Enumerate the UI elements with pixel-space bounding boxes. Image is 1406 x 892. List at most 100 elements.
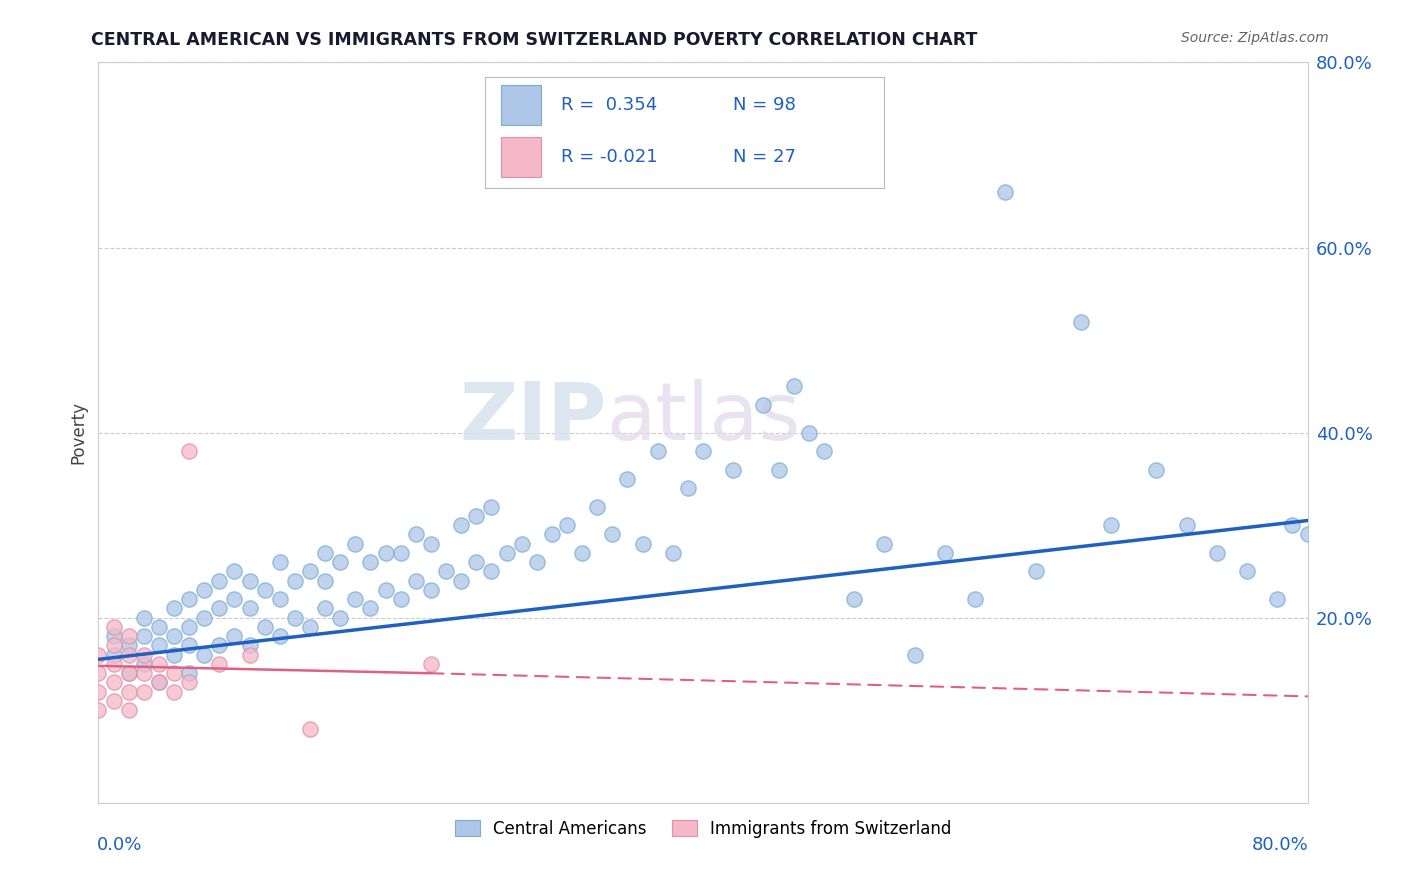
Point xyxy=(163,601,186,615)
Point xyxy=(420,582,443,597)
Point xyxy=(1267,592,1289,607)
Point xyxy=(193,610,215,624)
Point xyxy=(224,629,246,643)
Point xyxy=(1175,518,1198,533)
Point xyxy=(661,546,683,560)
Point xyxy=(481,500,503,514)
Point xyxy=(224,592,246,607)
Point xyxy=(118,629,141,643)
Point xyxy=(148,639,170,653)
Point xyxy=(360,555,382,569)
Point xyxy=(510,536,533,550)
Point xyxy=(631,536,654,550)
Point xyxy=(299,565,322,579)
Point xyxy=(1070,314,1092,328)
Point xyxy=(103,694,125,708)
Point xyxy=(118,685,141,699)
Point xyxy=(87,703,110,717)
Point xyxy=(179,620,201,634)
Point xyxy=(87,648,110,662)
Point xyxy=(87,666,110,681)
Point xyxy=(692,444,714,458)
Point xyxy=(450,574,472,588)
Point xyxy=(132,666,155,681)
Point xyxy=(179,444,201,458)
Point xyxy=(329,610,352,624)
Point xyxy=(434,565,457,579)
Point xyxy=(163,648,186,662)
Point xyxy=(132,648,155,662)
Point xyxy=(87,685,110,699)
Point xyxy=(208,657,231,671)
Legend: Central Americans, Immigrants from Switzerland: Central Americans, Immigrants from Switz… xyxy=(446,812,960,847)
Point xyxy=(103,620,125,634)
Point xyxy=(269,592,291,607)
Point xyxy=(723,462,745,476)
Point xyxy=(179,592,201,607)
Point xyxy=(163,629,186,643)
Point xyxy=(208,601,231,615)
Point xyxy=(103,675,125,690)
Point xyxy=(676,481,699,495)
Text: CENTRAL AMERICAN VS IMMIGRANTS FROM SWITZERLAND POVERTY CORRELATION CHART: CENTRAL AMERICAN VS IMMIGRANTS FROM SWIT… xyxy=(91,31,977,49)
Text: atlas: atlas xyxy=(606,379,800,457)
Point xyxy=(616,472,638,486)
Point xyxy=(873,536,896,550)
Point xyxy=(148,675,170,690)
Point xyxy=(1296,527,1319,541)
Point xyxy=(450,518,472,533)
Point xyxy=(224,565,246,579)
Point xyxy=(994,185,1017,199)
Point xyxy=(284,574,307,588)
Point xyxy=(148,657,170,671)
Point xyxy=(389,546,412,560)
Point xyxy=(163,685,186,699)
Point xyxy=(314,546,336,560)
Text: 0.0%: 0.0% xyxy=(97,836,142,855)
Point xyxy=(269,629,291,643)
Text: Source: ZipAtlas.com: Source: ZipAtlas.com xyxy=(1181,31,1329,45)
Point xyxy=(1024,565,1046,579)
Point xyxy=(193,648,215,662)
Text: 80.0%: 80.0% xyxy=(1251,836,1309,855)
Point xyxy=(148,620,170,634)
Point xyxy=(269,555,291,569)
Point xyxy=(1236,565,1258,579)
Point xyxy=(374,546,396,560)
Point xyxy=(314,574,336,588)
Point xyxy=(132,657,155,671)
Point xyxy=(103,639,125,653)
Point xyxy=(329,555,352,569)
Point xyxy=(299,620,322,634)
Point xyxy=(103,629,125,643)
Point xyxy=(420,657,443,671)
Point xyxy=(163,666,186,681)
Point xyxy=(1144,462,1167,476)
Point xyxy=(420,536,443,550)
Point xyxy=(904,648,927,662)
Point xyxy=(540,527,562,541)
Point xyxy=(314,601,336,615)
Point xyxy=(239,601,262,615)
Point xyxy=(253,582,276,597)
Point xyxy=(1099,518,1122,533)
Point xyxy=(465,508,488,523)
Point xyxy=(752,398,775,412)
Point xyxy=(405,527,427,541)
Point xyxy=(284,610,307,624)
Point xyxy=(118,648,141,662)
Point xyxy=(934,546,956,560)
Point xyxy=(118,703,141,717)
Point xyxy=(118,666,141,681)
Point xyxy=(179,675,201,690)
Point xyxy=(965,592,987,607)
Point xyxy=(844,592,866,607)
Point xyxy=(1281,518,1303,533)
Point xyxy=(208,639,231,653)
Point xyxy=(586,500,609,514)
Point xyxy=(132,629,155,643)
Point xyxy=(360,601,382,615)
Point xyxy=(253,620,276,634)
Point xyxy=(389,592,412,607)
Point xyxy=(179,666,201,681)
